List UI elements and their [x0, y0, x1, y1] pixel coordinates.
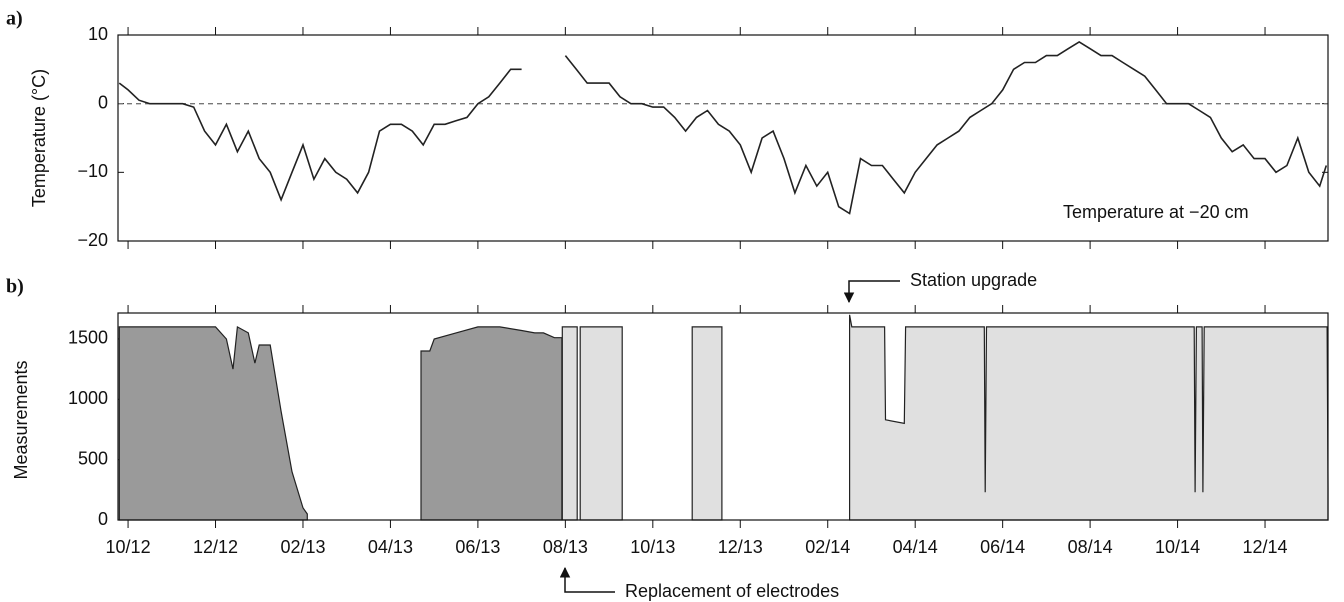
x-tick-label: 10/12 [106, 537, 151, 557]
annotation: Replacement of electrodes [625, 581, 839, 601]
panel-label: b) [6, 276, 24, 298]
y-axis-label: Temperature (°C) [29, 69, 49, 207]
x-tick-label: 12/13 [718, 537, 763, 557]
y-tick-label: 10 [88, 24, 108, 44]
y-tick-label: 1500 [68, 328, 108, 348]
plot-frame [117, 312, 1329, 521]
x-tick-label: 10/14 [1155, 537, 1200, 557]
plots: 10 0 −10 −20 0 500 1000 1500 10/12 12/12 02/13 04/1… [68, 24, 1329, 557]
annotation: Station upgrade [910, 270, 1037, 290]
y-tick-label: 1000 [68, 388, 108, 408]
x-tick-label: 12/14 [1243, 537, 1288, 557]
y-tick-label: 0 [98, 92, 108, 112]
x-tick-label: 06/13 [455, 537, 500, 557]
x-tick-label: 02/14 [805, 537, 850, 557]
y-tick-label: 500 [78, 448, 108, 468]
measurement-area [118, 325, 563, 521]
x-tick-label: 08/13 [543, 537, 588, 557]
x-tick-label: 02/13 [280, 537, 325, 557]
temperature-line [118, 40, 1328, 215]
panel-label: a) [6, 8, 23, 30]
y-tick-label: −20 [77, 230, 108, 250]
x-tick-label: 08/14 [1068, 537, 1113, 557]
measurement-area [561, 314, 1329, 521]
plot-frame [117, 34, 1329, 242]
arrow [559, 566, 615, 593]
x-tick-label: 04/13 [368, 537, 413, 557]
x-tick-label: 06/14 [980, 537, 1025, 557]
y-axis-label: Measurements [11, 360, 31, 479]
annotation: Temperature at −20 cm [1063, 202, 1249, 222]
x-tick-label: 10/13 [630, 537, 675, 557]
arrow [843, 280, 900, 304]
y-tick-label: 0 [98, 509, 108, 529]
x-tick-label: 04/14 [893, 537, 938, 557]
x-tick-label: 12/12 [193, 537, 238, 557]
y-tick-label: −10 [77, 161, 108, 181]
